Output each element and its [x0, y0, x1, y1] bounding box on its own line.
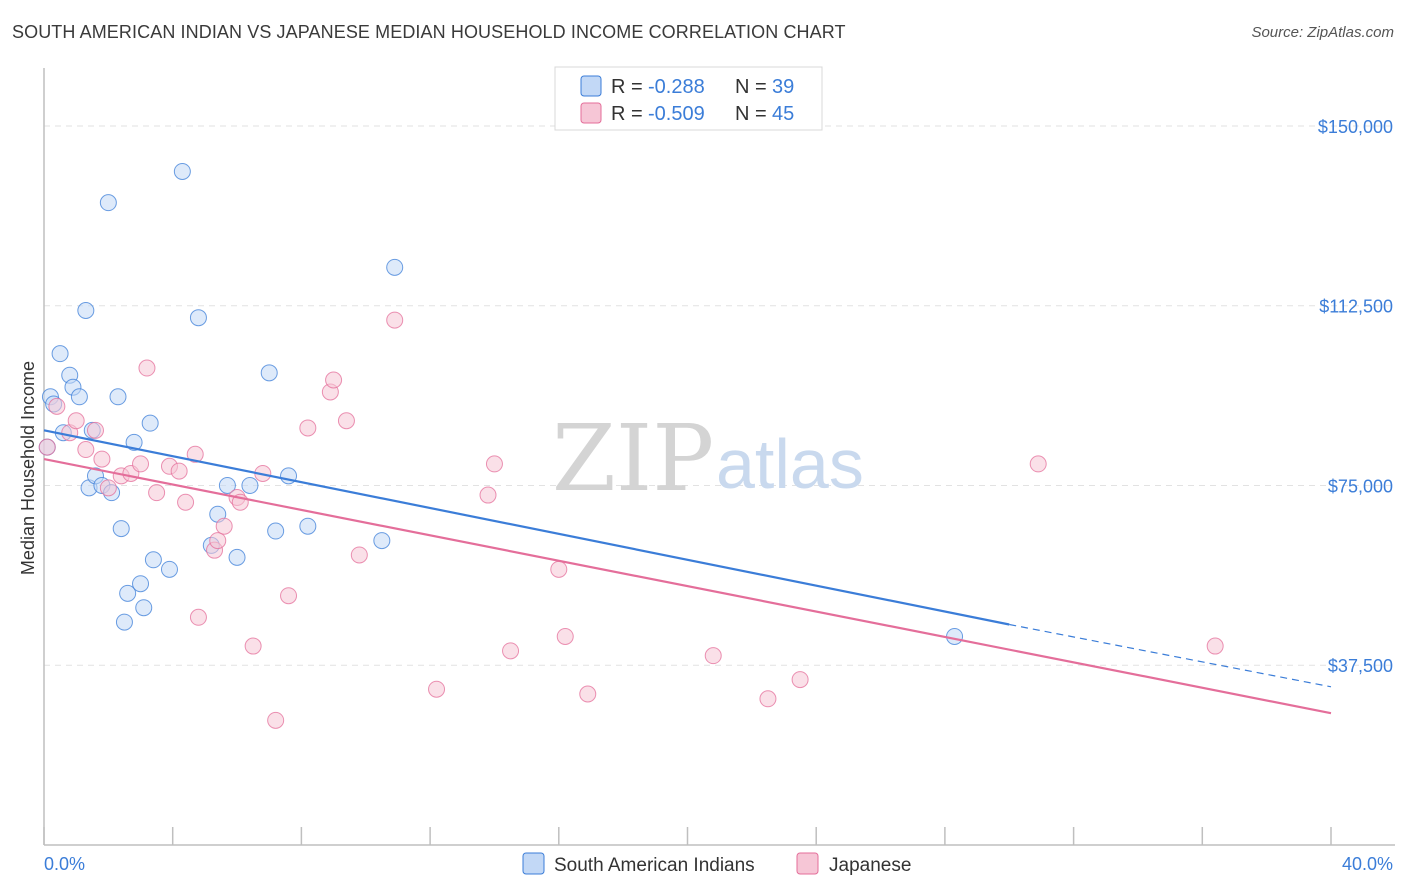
point-japanese-32 — [386, 311, 404, 329]
point-south-american-indians-15 — [115, 613, 133, 631]
legend-n-label-1: N = — [735, 103, 767, 125]
point-japanese-20 — [215, 517, 233, 535]
point-japanese-37 — [550, 560, 568, 578]
legend-r-value-0: -0.288 — [648, 76, 705, 98]
point-japanese-5 — [86, 421, 104, 439]
point-japanese-7 — [99, 479, 117, 497]
bottom-legend-label-1: Japanese — [829, 855, 911, 876]
point-japanese-29 — [325, 371, 343, 389]
point-south-american-indians-24 — [99, 194, 117, 212]
point-japanese-42 — [791, 671, 809, 689]
point-japanese-0 — [38, 438, 56, 456]
chart-title: SOUTH AMERICAN INDIAN VS JAPANESE MEDIAN… — [12, 22, 846, 42]
point-japanese-3 — [67, 412, 85, 430]
point-japanese-30 — [337, 412, 355, 430]
point-japanese-34 — [479, 486, 497, 504]
y-axis-title: Median Household Income — [18, 361, 38, 575]
trend-line-0 — [43, 429, 1010, 626]
bottom-legend-label-0: South American Indians — [554, 855, 755, 876]
point-south-american-indians-21 — [144, 551, 162, 569]
watermark-atlas: atlas — [716, 425, 864, 503]
point-japanese-23 — [244, 637, 262, 655]
legend-r-label-0: R = — [611, 76, 643, 98]
source-label: Source: ZipAtlas.com — [1251, 24, 1394, 41]
point-south-american-indians-32 — [267, 522, 285, 540]
point-japanese-33 — [428, 680, 446, 698]
point-japanese-10 — [132, 455, 150, 473]
y-tick-label-0: $37,500 — [1328, 656, 1393, 676]
point-south-american-indians-23 — [173, 162, 191, 180]
point-japanese-11 — [138, 359, 156, 377]
legend-swatch-pink — [580, 102, 602, 124]
trend-lines — [43, 429, 1332, 715]
point-japanese-43 — [1029, 455, 1047, 473]
y-tick-label-2: $112,500 — [1319, 297, 1393, 317]
point-japanese-26 — [280, 587, 298, 605]
point-japanese-39 — [579, 685, 597, 703]
point-south-american-indians-35 — [373, 532, 391, 550]
watermark-zip: ZIP — [552, 405, 714, 512]
point-japanese-27 — [299, 419, 317, 437]
point-japanese-44 — [1206, 637, 1224, 655]
point-japanese-40 — [704, 647, 722, 665]
point-south-american-indians-28 — [218, 476, 236, 494]
point-japanese-25 — [267, 711, 285, 729]
point-south-american-indians-7 — [70, 388, 88, 406]
point-japanese-17 — [189, 608, 207, 626]
point-japanese-16 — [186, 445, 204, 463]
point-japanese-38 — [556, 627, 574, 645]
point-japanese-31 — [350, 546, 368, 564]
data-points — [38, 162, 1224, 729]
point-japanese-36 — [502, 642, 520, 660]
legend-r-label-1: R = — [611, 103, 643, 125]
point-japanese-35 — [485, 455, 503, 473]
watermark: ZIP atlas — [552, 405, 864, 512]
point-japanese-15 — [177, 493, 195, 511]
point-japanese-12 — [148, 484, 166, 502]
bottom-legend-swatch-pink — [796, 852, 819, 875]
legend-n-value-0: 39 — [772, 76, 794, 98]
point-south-american-indians-18 — [132, 575, 150, 593]
bottom-legend: South American Indians Japanese — [522, 852, 911, 876]
point-south-american-indians-19 — [135, 599, 153, 617]
legend-n-value-1: 45 — [772, 103, 794, 125]
x-tick-label-max: 40.0% — [1342, 854, 1393, 874]
point-japanese-4 — [77, 441, 95, 459]
point-south-american-indians-22 — [160, 560, 178, 578]
point-south-american-indians-30 — [241, 476, 259, 494]
point-south-american-indians-16 — [119, 584, 137, 602]
point-south-american-indians-29 — [228, 548, 246, 566]
legend-swatch-blue — [580, 75, 602, 97]
gridlines — [44, 125, 1395, 666]
point-south-american-indians-31 — [260, 364, 278, 382]
point-south-american-indians-36 — [386, 258, 404, 276]
point-japanese-19 — [209, 532, 227, 550]
y-tick-label-1: $75,000 — [1328, 476, 1393, 496]
bottom-legend-swatch-blue — [522, 852, 545, 875]
point-south-american-indians-34 — [299, 517, 317, 535]
x-tick-label-min: 0.0% — [44, 854, 85, 874]
trend-line-extension-0 — [1009, 623, 1332, 688]
point-south-american-indians-25 — [189, 309, 207, 327]
point-south-american-indians-8 — [77, 301, 95, 319]
legend-n-label-0: N = — [735, 76, 767, 98]
point-south-american-indians-20 — [141, 414, 159, 432]
trend-line-1 — [43, 458, 1332, 715]
point-south-american-indians-38 — [946, 627, 964, 645]
point-south-american-indians-14 — [112, 520, 130, 538]
point-japanese-41 — [759, 690, 777, 708]
point-japanese-6 — [93, 450, 111, 468]
y-tick-label-3: $150,000 — [1318, 117, 1393, 137]
legend-r-value-1: -0.509 — [648, 103, 705, 125]
axes — [43, 68, 1395, 846]
legend: R = -0.288 N = 39 R = -0.509 N = 45 — [554, 66, 823, 131]
point-south-american-indians-13 — [109, 388, 127, 406]
point-south-american-indians-3 — [51, 345, 69, 363]
point-japanese-14 — [170, 462, 188, 480]
y-tick-labels: $37,500 $75,000 $112,500 $150,000 — [1318, 117, 1393, 676]
point-japanese-1 — [48, 397, 66, 415]
point-south-american-indians-17 — [125, 433, 143, 451]
